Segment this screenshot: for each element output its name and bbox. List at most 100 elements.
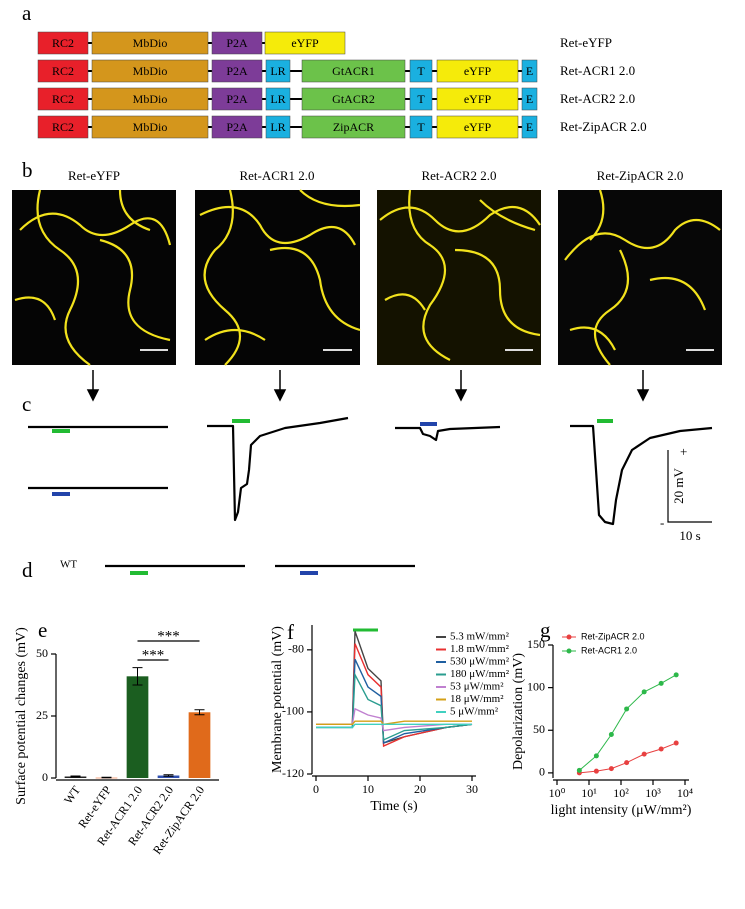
y-tick-label: 100 [527, 679, 545, 693]
bar [126, 676, 149, 778]
x-tick-label: 10¹ [581, 786, 597, 800]
scale-bar [667, 450, 712, 523]
y-tick-label: -80 [288, 642, 304, 656]
series-line [316, 643, 473, 748]
cell-outline [379, 189, 541, 361]
part-label: LR [270, 64, 285, 78]
traces [28, 416, 713, 632]
part-label: ZipACR [333, 120, 374, 134]
construct-part [301, 115, 406, 139]
construct-part [521, 115, 538, 139]
construct-part [91, 59, 209, 83]
y-tick-label: -100 [282, 704, 304, 718]
construct-name: Ret-eYFP [560, 35, 612, 50]
construct-part [301, 59, 406, 83]
y-tick-label: -120 [282, 766, 304, 780]
legend-marker [566, 648, 572, 654]
x-tick-label: 10³ [645, 786, 661, 800]
micrographs [12, 189, 722, 366]
significance: *** [142, 647, 165, 663]
construct-part [521, 59, 538, 83]
x-tick-label: 0 [313, 782, 319, 796]
part-label: P2A [226, 64, 248, 78]
construct-part [409, 115, 433, 139]
x-tick-label: 20 [414, 782, 426, 796]
part-label: eYFP [464, 92, 492, 106]
panel-label: g [540, 618, 551, 642]
error-bar [70, 775, 81, 778]
trace [207, 416, 349, 522]
legend-label: 1.8 mW/mm² [450, 643, 510, 655]
error-bar [163, 774, 174, 777]
micrograph [12, 190, 176, 365]
panel-label: b [22, 158, 33, 182]
construct-name: Ret-ZipACR 2.0 [560, 119, 647, 134]
construct-part [265, 59, 291, 83]
panel-label: e [38, 618, 47, 642]
legend-label: 180 μW/mm² [450, 668, 510, 680]
micrograph [195, 190, 360, 365]
bar [188, 712, 211, 778]
part-label: eYFP [291, 36, 319, 50]
part-label: RC2 [52, 36, 74, 50]
scale-plus: + [680, 444, 687, 459]
part-label: MbDio [133, 92, 168, 106]
cell-outline [199, 189, 361, 366]
x-axis-label: light intensity (μW/mm²) [551, 803, 692, 818]
construct-part [37, 87, 89, 111]
construct-part [37, 115, 89, 139]
part-label: LR [270, 120, 285, 134]
construct-part [409, 87, 433, 111]
x-tick-label: 10 [362, 782, 374, 796]
construct-part [91, 115, 209, 139]
micrograph-title: Ret-ZipACR 2.0 [597, 168, 684, 183]
part-label: P2A [226, 120, 248, 134]
construct-part [211, 87, 263, 111]
construct-part [409, 59, 433, 83]
part-label: P2A [226, 36, 248, 50]
legend-label: 5 μW/mm² [450, 706, 499, 718]
series-line [316, 723, 472, 729]
construct-part [265, 87, 291, 111]
legend-label: 530 μW/mm² [450, 656, 510, 668]
micrograph-title: Ret-ACR2 2.0 [421, 168, 496, 183]
legend-label: Ret-ACR1 2.0 [581, 645, 637, 655]
part-label: GtACR1 [332, 64, 375, 78]
fit-line [579, 742, 677, 774]
part-label: RC2 [52, 120, 74, 134]
fit-line [579, 674, 677, 771]
series-line [316, 707, 472, 732]
x-tick-label: WT [61, 783, 84, 807]
part-label: RC2 [52, 64, 74, 78]
micrograph [377, 190, 541, 365]
error-bar [132, 667, 143, 686]
legend-marker [566, 634, 572, 640]
micrograph [558, 190, 722, 365]
x-tick-label: 10² [613, 786, 629, 800]
part-label: T [417, 120, 425, 134]
construct-part [91, 31, 209, 55]
construct-part [436, 115, 519, 139]
series-line [316, 720, 472, 726]
y-tick-label: 50 [533, 722, 545, 736]
legend-label: 5.3 mW/mm² [450, 631, 510, 643]
construct-part [211, 115, 263, 139]
y-tick-label: 50 [36, 646, 48, 660]
construct-part [436, 87, 519, 111]
part-label: E [526, 64, 533, 78]
construct-part [436, 59, 519, 83]
construct-part [91, 87, 209, 111]
micrograph-title: Ret-eYFP [68, 168, 120, 183]
cell-outline [14, 189, 172, 366]
trace [395, 425, 501, 442]
construct-part [37, 59, 89, 83]
y-tick-label: 25 [36, 708, 48, 722]
construct-part [211, 59, 263, 83]
part-label: T [417, 64, 425, 78]
part-label: GtACR2 [332, 92, 375, 106]
part-label: eYFP [464, 120, 492, 134]
significance: *** [157, 628, 180, 644]
construct-part [521, 87, 538, 111]
scale-time: 10 s [679, 528, 700, 543]
